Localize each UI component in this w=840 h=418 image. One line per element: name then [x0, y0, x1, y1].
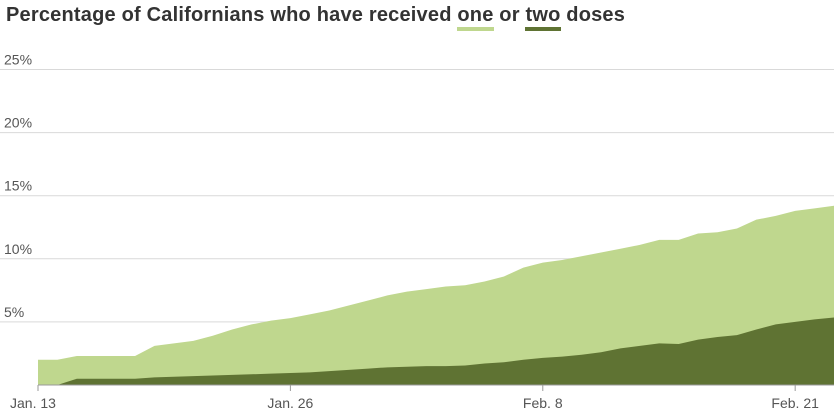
- title-text-before: Percentage of Californians who have rece…: [6, 4, 458, 26]
- title-text-after: doses: [560, 4, 626, 26]
- y-tick-label: 20%: [4, 115, 32, 131]
- title-text-middle: or: [493, 4, 526, 26]
- y-tick-label: 15%: [4, 178, 32, 194]
- y-axis: 5% 10% 15% 20% 25%: [4, 52, 32, 320]
- area-series: [38, 205, 834, 385]
- chart-title: Percentage of Californians who have rece…: [6, 4, 625, 31]
- y-tick-label: 5%: [4, 304, 24, 320]
- x-tick-label: Jan. 26: [267, 395, 313, 411]
- legend-two-doses: two: [525, 5, 561, 31]
- y-tick-label: 25%: [4, 52, 32, 68]
- legend-one-dose: one: [457, 5, 494, 31]
- x-axis: Jan. 13 Jan. 26 Feb. 8 Feb. 21: [10, 384, 834, 411]
- area-one-dose: [38, 205, 834, 385]
- y-tick-label: 10%: [4, 241, 32, 257]
- x-tick-label: Jan. 13: [10, 395, 56, 411]
- x-tick-label: Feb. 8: [523, 395, 563, 411]
- x-tick-label: Feb. 21: [771, 395, 819, 411]
- area-two-dose: [38, 317, 834, 385]
